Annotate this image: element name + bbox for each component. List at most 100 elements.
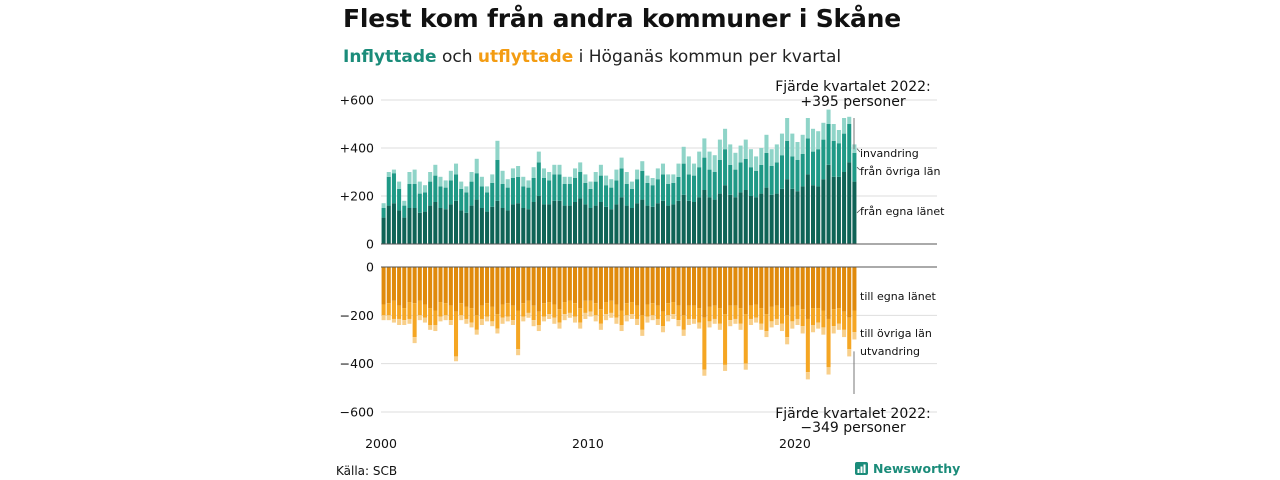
bar-inflow [707, 151, 712, 170]
bar-outflow [852, 267, 857, 311]
bar-outflow [459, 267, 464, 304]
bar-inflow [541, 204, 546, 244]
bar-outflow [510, 320, 515, 325]
bar-inflow [805, 174, 810, 244]
bar-outflow [505, 303, 510, 317]
bar-outflow [779, 267, 784, 309]
bar-outflow [759, 308, 764, 324]
bar-outflow [842, 329, 847, 338]
bar-outflow [448, 320, 453, 325]
bar-inflow [536, 196, 541, 244]
annotation-bottom-line2: −349 personer [800, 420, 906, 436]
bar-outflow [671, 302, 676, 315]
bar-outflow [748, 318, 753, 325]
bar-outflow [386, 315, 391, 321]
bar-inflow [454, 174, 459, 201]
bar-inflow [728, 144, 733, 165]
bar-outflow [686, 318, 691, 325]
bar-inflow [774, 162, 779, 194]
bar-outflow [707, 306, 712, 322]
bar-inflow [510, 168, 515, 178]
bar-inflow [402, 200, 407, 206]
bar-inflow [676, 200, 681, 244]
bar-inflow [474, 158, 479, 174]
bar-inflow [474, 173, 479, 200]
bar-inflow [629, 181, 634, 189]
bar-outflow [821, 267, 826, 311]
bar-inflow [697, 151, 702, 168]
bar-outflow [733, 318, 738, 324]
bar-inflow [578, 162, 583, 172]
bar-inflow [692, 175, 697, 202]
bar-inflow [723, 128, 728, 150]
bar-inflow [764, 152, 769, 188]
bar-inflow [619, 197, 624, 244]
x-tick-label: 2000 [365, 436, 397, 451]
bar-inflow [645, 182, 650, 206]
bar-outflow [490, 267, 495, 307]
bar-inflow [593, 205, 598, 244]
bar-outflow [619, 310, 624, 325]
bar-inflow [702, 157, 707, 190]
bar-inflow [531, 167, 536, 178]
bar-outflow [712, 267, 717, 306]
y-tick-label: +400 [340, 141, 374, 156]
y-tick-label: +200 [340, 189, 374, 204]
bar-inflow [438, 176, 443, 187]
bar-inflow [428, 181, 433, 206]
bar-inflow [826, 164, 831, 244]
bar-inflow [826, 109, 831, 124]
bar-inflow [831, 176, 836, 244]
bar-inflow [790, 133, 795, 157]
bar-inflow [526, 180, 531, 188]
bar-outflow [816, 322, 821, 329]
bar-outflow [800, 326, 805, 334]
subtitle-utflyttade: utflyttade [477, 47, 574, 67]
bar-inflow [650, 185, 655, 207]
bar-outflow [836, 308, 841, 324]
bar-outflow [541, 303, 546, 317]
bar-outflow [790, 267, 795, 307]
bar-inflow [655, 179, 660, 204]
bar-outflow [764, 331, 769, 338]
bar-inflow [474, 199, 479, 244]
bar-outflow [417, 267, 422, 301]
bar-outflow [516, 267, 521, 311]
bar-inflow [479, 186, 484, 208]
bar-inflow [485, 211, 490, 244]
bar-outflow [660, 311, 665, 327]
bar-inflow [852, 181, 857, 244]
bar-outflow [552, 317, 557, 324]
bar-inflow [655, 203, 660, 244]
bar-inflow [448, 204, 453, 244]
bar-inflow [702, 190, 707, 244]
bar-outflow [386, 267, 391, 304]
bar-outflow [836, 323, 841, 330]
bar-outflow [748, 267, 753, 306]
bar-outflow [593, 303, 598, 316]
bar-outflow [598, 267, 603, 310]
bar-inflow [588, 188, 593, 208]
bar-inflow [733, 197, 738, 244]
brand-logo: Newsworthy [855, 461, 960, 476]
bar-inflow [795, 191, 800, 244]
bar-inflow [800, 134, 805, 154]
bar-outflow [541, 267, 546, 304]
bar-inflow [811, 185, 816, 244]
bar-outflow [635, 305, 640, 319]
bar-outflow [526, 300, 531, 313]
bar-outflow [609, 312, 614, 318]
bar-inflow [754, 197, 759, 244]
bar-outflow [624, 303, 629, 316]
bar-outflow [676, 267, 681, 306]
bar-outflow [552, 304, 557, 318]
bar-outflow [831, 309, 836, 327]
bar-inflow [697, 167, 702, 198]
bar-outflow [552, 267, 557, 305]
bar-outflow [443, 315, 448, 321]
bar-outflow [454, 311, 459, 357]
bar-outflow [386, 303, 391, 316]
bar-inflow [723, 185, 728, 244]
bar-inflow [614, 169, 619, 181]
bar-outflow [821, 327, 826, 335]
